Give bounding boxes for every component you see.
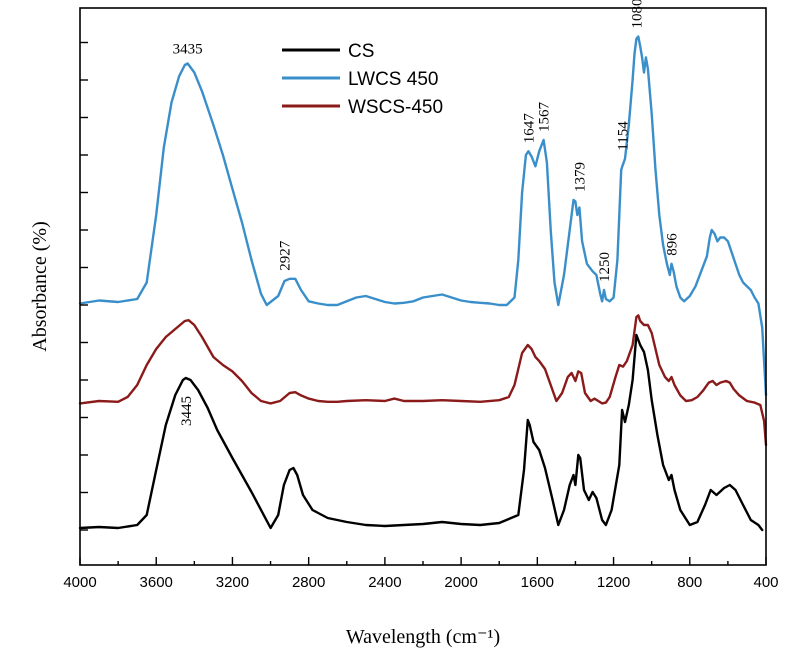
peak-label: 1250: [597, 252, 613, 282]
y-axis-title: Absorbance (%): [29, 221, 51, 352]
x-tick-label: 2800: [292, 574, 325, 591]
peak-label: 1379: [572, 162, 588, 192]
series-line-cs: [78, 333, 764, 532]
series-line-lwcs-450: [78, 35, 768, 397]
series-line-wscs-450: [78, 314, 768, 447]
x-tick-label: 1200: [597, 574, 630, 591]
legend-label: CS: [348, 41, 374, 62]
series-group: [78, 35, 768, 532]
legend-label: LWCS 450: [348, 69, 438, 90]
x-tick-label: 2400: [368, 574, 401, 591]
peak-label: 1154: [615, 121, 631, 151]
x-tick-label: 4000: [63, 574, 96, 591]
x-tick-label: 1600: [521, 574, 554, 591]
peak-label: 3435: [173, 42, 203, 58]
x-axis-title: Wavelength (cm⁻¹): [346, 626, 500, 648]
x-tick-label: 2000: [444, 574, 477, 591]
x-tick-label: 800: [677, 574, 702, 591]
legend-label: WSCS-450: [348, 97, 443, 118]
plot-frame: [79, 7, 767, 566]
legend: CS LWCS 450 WSCS-450: [282, 41, 443, 118]
peak-label: 2927: [277, 240, 293, 271]
x-tick-label: 3600: [140, 574, 173, 591]
x-tick-label: 3200: [216, 574, 249, 591]
peak-label: 1647: [521, 113, 537, 144]
x-tick-label: 400: [753, 574, 778, 591]
peak-label: 3445: [179, 396, 195, 426]
peak-label: 1567: [537, 102, 553, 133]
peak-label: 1080: [629, 0, 645, 29]
peak-label: 896: [664, 233, 680, 256]
